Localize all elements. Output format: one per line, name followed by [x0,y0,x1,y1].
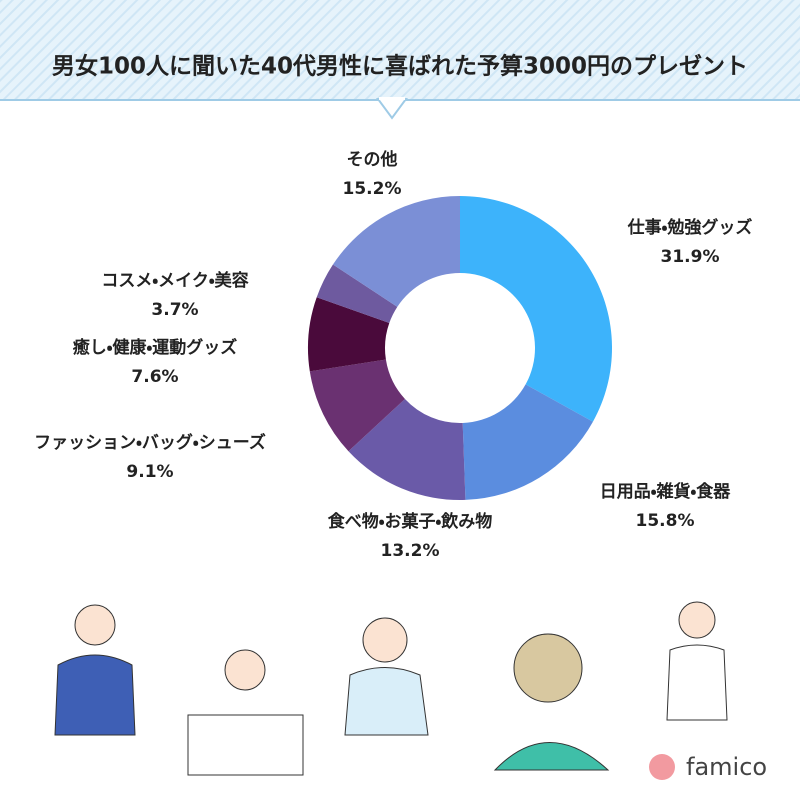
logo-icon [649,754,675,780]
donut-slice [332,196,460,307]
donut-slice [309,359,405,452]
donut-slice [460,196,613,422]
slice-label: ファッション・バッグ・シューズ [34,432,266,453]
slice-label: 日用品・雑貨・食器 [600,481,732,502]
logo: famico [686,753,767,781]
donut-slice [316,264,398,323]
donut-slice [308,297,390,372]
banner-pointer [376,98,408,120]
person [54,604,136,736]
chart-title: 男女100人に聞いた40代男性に喜ばれた予算3000円のプレゼント [52,53,748,80]
slice-label: その他 [347,149,398,170]
slice-value: 15.2% [343,179,402,199]
pointer-cover [379,97,405,100]
donut-slice [462,384,593,500]
slice-label: 癒し・健康・運動グッズ [73,337,238,358]
person [344,617,429,736]
slice-value: 7.6% [131,367,178,387]
illustrations [54,601,728,780]
slice-value: 9.1% [126,462,173,482]
slice-value: 15.8% [636,511,695,531]
person [493,633,610,771]
slice-label: 食べ物・お菓子・飲み物 [328,511,493,532]
person [187,649,304,776]
slice-label: 仕事・勉強グッズ [627,217,753,238]
slice-value: 3.7% [151,300,198,320]
slice-value: 13.2% [381,541,440,561]
slice-label: コスメ・メイク・美容 [101,270,248,291]
title-banner [0,0,800,100]
donut-slice [348,398,466,501]
slice-value: 31.9% [661,247,720,267]
person [666,601,728,721]
